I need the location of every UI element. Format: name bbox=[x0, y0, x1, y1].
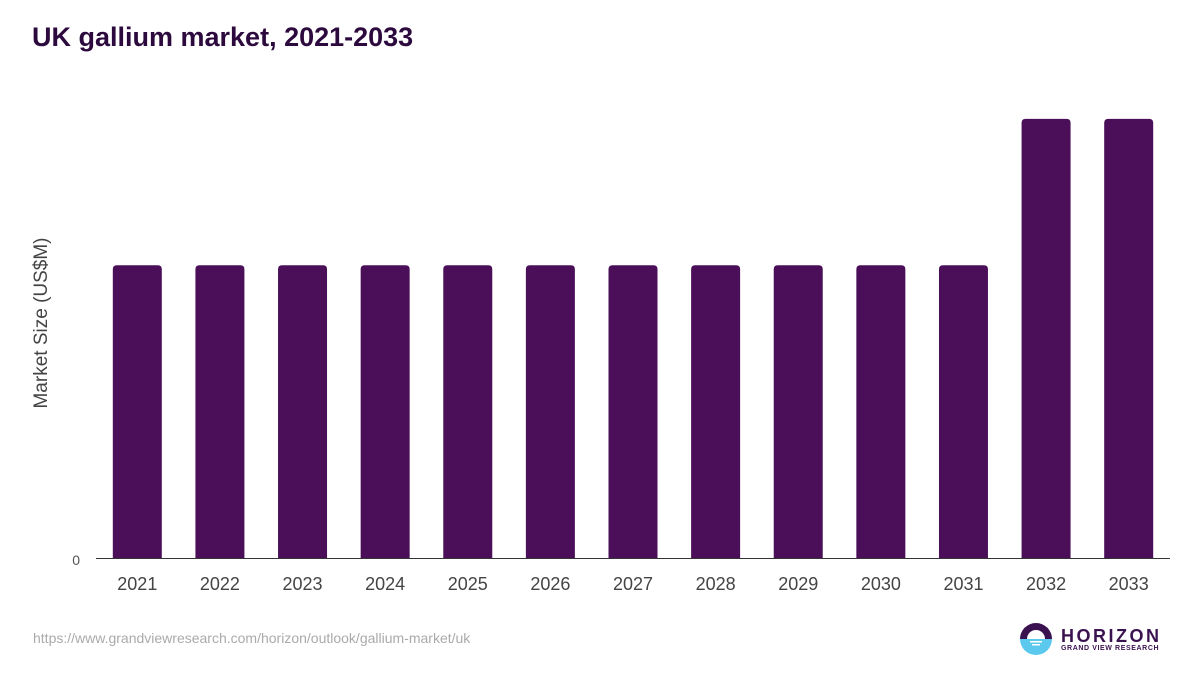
bar-2023 bbox=[278, 265, 328, 558]
bar-2031 bbox=[938, 265, 988, 558]
source-url: https://www.grandviewresearch.com/horizo… bbox=[33, 630, 471, 646]
bar-2022 bbox=[195, 265, 245, 558]
x-tick-label: 2028 bbox=[696, 574, 736, 594]
x-tick-label: 2023 bbox=[283, 574, 323, 594]
x-tick-label: 2033 bbox=[1109, 574, 1149, 594]
x-tick-label: 2025 bbox=[448, 574, 488, 594]
bar-2025 bbox=[443, 265, 493, 558]
bar-2021 bbox=[112, 265, 162, 558]
x-tick-label: 2031 bbox=[943, 574, 983, 594]
x-tick-label: 2026 bbox=[530, 574, 570, 594]
x-tick-label: 2022 bbox=[200, 574, 240, 594]
bar-2029 bbox=[773, 265, 823, 558]
horizon-logo: HORIZON GRAND VIEW RESEARCH bbox=[1019, 622, 1162, 656]
x-tick-label: 2032 bbox=[1026, 574, 1066, 594]
x-tick-label: 2027 bbox=[613, 574, 653, 594]
y-tick-label: 0 bbox=[72, 552, 80, 568]
x-tick-label: 2030 bbox=[861, 574, 901, 594]
y-axis-label: Market Size (US$M) bbox=[31, 237, 52, 408]
logo-name: HORIZON bbox=[1061, 625, 1162, 646]
bar-2027 bbox=[608, 265, 658, 558]
bar-2028 bbox=[691, 265, 741, 558]
bar-2026 bbox=[525, 265, 575, 558]
x-tick-label: 2021 bbox=[117, 574, 157, 594]
horizon-logo-icon bbox=[1020, 623, 1052, 655]
bar-2033 bbox=[1104, 118, 1154, 558]
bar-2030 bbox=[856, 265, 906, 558]
chart-title: UK gallium market, 2021-2033 bbox=[32, 22, 414, 52]
logo-subtitle: GRAND VIEW RESEARCH bbox=[1061, 644, 1160, 652]
x-tick-label: 2029 bbox=[778, 574, 818, 594]
bar-2032 bbox=[1021, 118, 1071, 558]
bar-2024 bbox=[360, 265, 410, 558]
x-tick-label: 2024 bbox=[365, 574, 405, 594]
